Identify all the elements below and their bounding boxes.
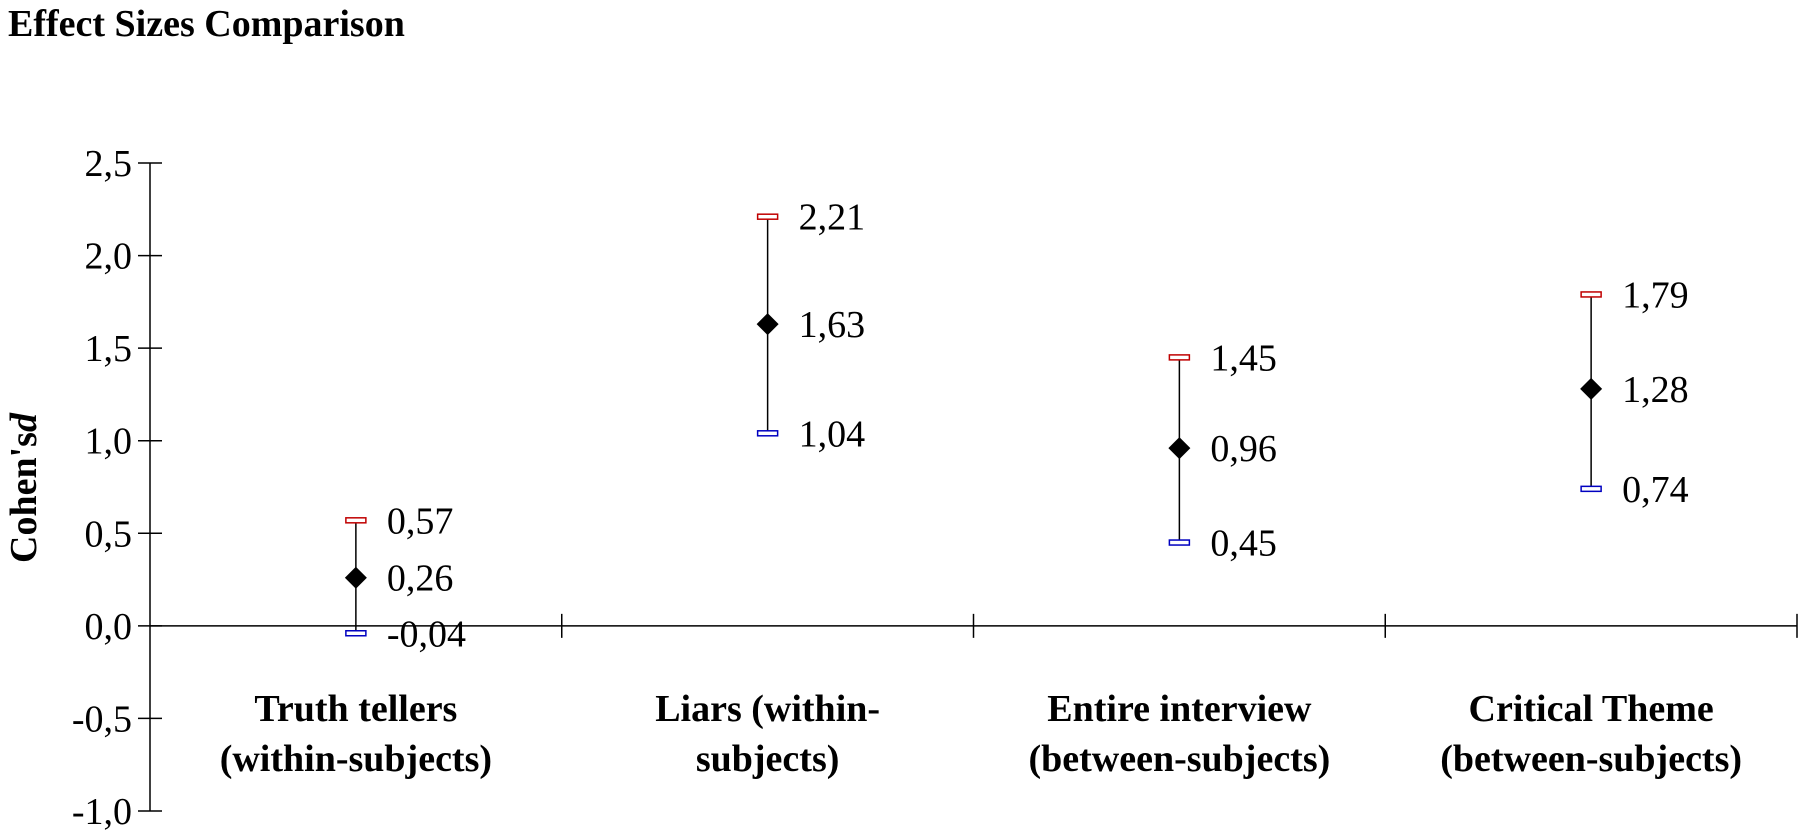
x-category-label: Entire interview (between-subjects): [1028, 688, 1330, 780]
mean-label: 1,63: [799, 304, 866, 346]
x-category-label-line: (within-subjects): [220, 738, 492, 780]
lower-ci-label: 1,04: [799, 413, 866, 455]
mean-point: [1580, 377, 1603, 400]
x-axis-category-labels: Truth tellers (within-subjects) Liars (wit…: [220, 688, 1742, 780]
y-axis-title-italic: d: [3, 412, 45, 432]
y-tick-label: 0,0: [85, 606, 133, 648]
y-axis-tick-labels: 2,5 2,0 1,5 1,0 0,5 0,0 -0,5 -1,0: [72, 143, 132, 833]
y-tick-label: 2,5: [85, 143, 133, 185]
upper-ci-label: 2,21: [799, 197, 866, 239]
upper-ci-label: 0,57: [387, 500, 454, 542]
x-category-label: Liars (within-subjects): [655, 688, 880, 780]
upper-cap: [756, 213, 779, 220]
x-category-label-line: subjects): [696, 738, 840, 780]
upper-cap: [1580, 291, 1602, 298]
lower-cap: [1580, 485, 1602, 493]
x-axis: Truth tellers (within-subjects) Liars (wit…: [150, 613, 1798, 780]
mean-point: [1168, 437, 1191, 460]
mean-label: 0,26: [387, 558, 454, 600]
mean-label: 1,28: [1622, 369, 1689, 411]
y-tick-label: -1,0: [72, 791, 132, 833]
y-tick-label: -0,5: [72, 698, 132, 740]
x-category-label-line: Critical Theme: [1469, 688, 1714, 730]
y-axis: 2,5 2,0 1,5 1,0 0,5 0,0 -0,5 -1,0: [72, 143, 162, 833]
x-axis-ticks: [561, 613, 1798, 638]
x-category-label-line: (between-subjects): [1028, 738, 1330, 780]
chart-title: Effect Sizes Comparison: [8, 3, 405, 45]
y-axis-title: Cohen'sd: [3, 412, 45, 563]
x-category-label-line: Truth tellers: [254, 688, 457, 730]
lower-ci-label: 0,74: [1622, 469, 1689, 511]
data-labels: 0,57 0,26 -0,04 2,21 1,63 1,04 1,45 0,96 0,45 1,7…: [387, 197, 1689, 656]
lower-cap: [345, 630, 367, 637]
error-bars: [345, 213, 1602, 637]
mean-point: [344, 566, 367, 589]
data-points: [344, 313, 1603, 589]
upper-ci-label: 1,45: [1210, 337, 1277, 379]
y-axis-title-text: Cohen's: [3, 432, 45, 563]
x-category-label-line: Entire interview: [1047, 688, 1312, 730]
x-category-label: Critical Theme (between-subjects): [1440, 688, 1742, 780]
lower-cap: [1168, 539, 1191, 546]
upper-cap: [1168, 354, 1191, 361]
mean-label: 0,96: [1210, 428, 1277, 470]
y-tick-label: 2,0: [85, 236, 133, 278]
y-tick-label: 1,0: [85, 421, 133, 463]
x-category-label-line: Liars (within-: [655, 688, 880, 730]
y-tick-label: 1,5: [85, 328, 133, 370]
mean-point: [756, 313, 779, 336]
x-category-label: Truth tellers (within-subjects): [220, 688, 492, 780]
upper-cap: [345, 517, 367, 524]
lower-ci-label: -0,04: [387, 613, 466, 655]
lower-cap: [756, 430, 779, 437]
y-tick-label: 0,5: [85, 513, 133, 555]
lower-ci-label: 0,45: [1210, 523, 1277, 565]
x-category-label-line: (between-subjects): [1440, 738, 1742, 780]
upper-ci-label: 1,79: [1622, 274, 1689, 316]
